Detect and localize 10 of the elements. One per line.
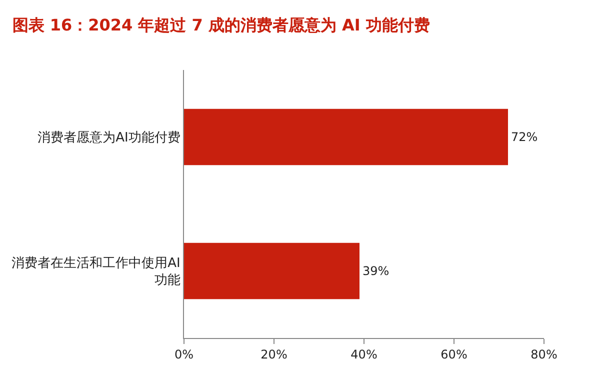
x-tick-label: 60% <box>440 347 468 362</box>
y-tick-label: 消费者愿意为AI功能付费 <box>38 130 180 146</box>
x-tick-label: 80% <box>530 347 558 362</box>
data-label: 72% <box>511 130 538 144</box>
x-tick-label: 20% <box>260 347 288 362</box>
data-label: 39% <box>362 264 390 278</box>
y-tick-label: 消费者在生活和工作中使用AI功能 <box>12 256 180 288</box>
chart-title: 图表 16：2024 年超过 7 成的消费者愿意为 AI 功能付费 <box>12 15 430 34</box>
x-tick-label: 40% <box>350 347 378 362</box>
x-tick-label: 0% <box>174 347 194 362</box>
